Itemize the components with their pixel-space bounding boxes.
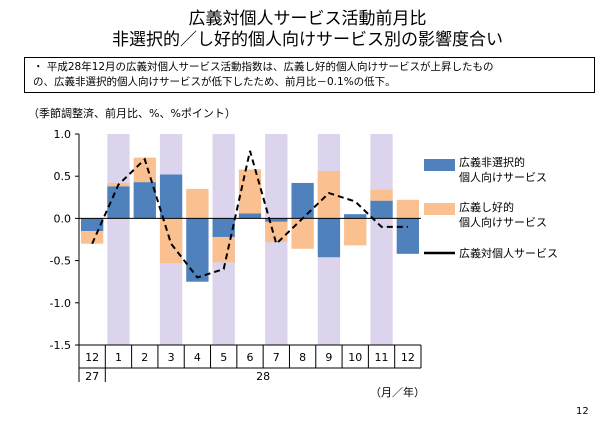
bar-nonselective [344, 214, 367, 219]
y-tick-label: -1.5 [50, 339, 71, 352]
bar-nonselective [265, 218, 288, 222]
y-tick-label: 1.0 [54, 128, 72, 141]
bar-discretionary [81, 231, 104, 244]
legend-label-total: 広義対個人サービス [459, 247, 558, 260]
summary-note-line1: ・ 平成28年12月の広義対個人サービス活動指数は、広義し好的個人向けサービスが… [33, 61, 494, 73]
bar-discretionary [159, 218, 183, 264]
legend-swatch-discretionary [424, 203, 455, 215]
bar-nonselective [212, 218, 235, 237]
legend-discretionary-line2: 個人向けサービス [459, 216, 547, 229]
bar-discretionary [212, 236, 235, 263]
bar-nonselective [133, 182, 156, 219]
bar-nonselective [81, 218, 104, 232]
legend-nonselective-line2: 個人向けサービス [459, 171, 547, 184]
y-tick-label: 0.0 [54, 212, 72, 225]
bar-nonselective [159, 174, 183, 219]
y-tick-label: 0.5 [54, 170, 72, 183]
bar-discretionary [291, 218, 314, 249]
legend-nonselective-line1: 広義非選択的 [459, 156, 525, 169]
line-total [91, 150, 408, 279]
y-tick-label: -1.0 [50, 297, 71, 310]
summary-note-box: ・ 平成28年12月の広義対個人サービス活動指数は、広義し好的個人向けサービスが… [24, 57, 595, 93]
bar-nonselective [238, 213, 262, 219]
bar-nonselective [107, 186, 130, 219]
legend-swatch-nonselective [424, 159, 455, 171]
bar-discretionary [370, 189, 393, 201]
x-tick-label: 10 [348, 351, 362, 364]
x-tick-label: 11 [375, 351, 389, 364]
x-tick-label: 5 [220, 351, 227, 364]
x-tick-label: 7 [273, 351, 280, 364]
x-tick-label: 4 [194, 351, 201, 364]
legend-label-discretionary: 広義し好的 個人向けサービス [459, 200, 547, 230]
bar-nonselective [396, 218, 419, 254]
page-number: 12 [576, 406, 589, 417]
bar-discretionary [265, 221, 288, 243]
x-tick-label: 3 [168, 351, 175, 364]
chart-title-line2: 非選択的／し好的個人向けサービス別の影響度合い [112, 30, 503, 50]
x-tick-label: 1 [115, 351, 122, 364]
unit-label: （季節調整済、前月比、%、%ポイント） [28, 107, 236, 120]
x-tick-label: 8 [299, 351, 306, 364]
x-tick-label: 12 [85, 351, 99, 364]
chart-title-line1: 広義対個人サービス活動前月比 [188, 9, 427, 29]
x-tick-label: 9 [325, 351, 332, 364]
legend-discretionary-line1: 広義し好的 [459, 201, 514, 214]
x-tick-label: 6 [247, 351, 254, 364]
legend-label-nonselective: 広義非選択的 個人向けサービス [459, 155, 547, 185]
shaded-band [107, 134, 130, 345]
bar-nonselective [186, 218, 209, 282]
bar-discretionary [396, 199, 419, 219]
y-tick-label: -0.5 [50, 255, 71, 268]
year-label: 27 [85, 370, 99, 383]
x-tick-label: 2 [141, 351, 148, 364]
bar-nonselective [291, 182, 314, 219]
year-label: 28 [256, 370, 270, 383]
bar-discretionary [344, 218, 367, 246]
bar-nonselective [317, 218, 341, 258]
x-axis-unit-label: （月／年） [370, 386, 425, 399]
bar-nonselective [370, 200, 393, 219]
summary-note-line2: の、広義非選択的個人向けサービスが低下したため、前月比－0.1%の低下。 [33, 76, 396, 88]
shaded-band [370, 134, 393, 345]
bar-discretionary [238, 169, 262, 214]
x-tick-label: 12 [401, 351, 415, 364]
bar-discretionary [317, 171, 341, 219]
bar-discretionary [186, 188, 209, 219]
